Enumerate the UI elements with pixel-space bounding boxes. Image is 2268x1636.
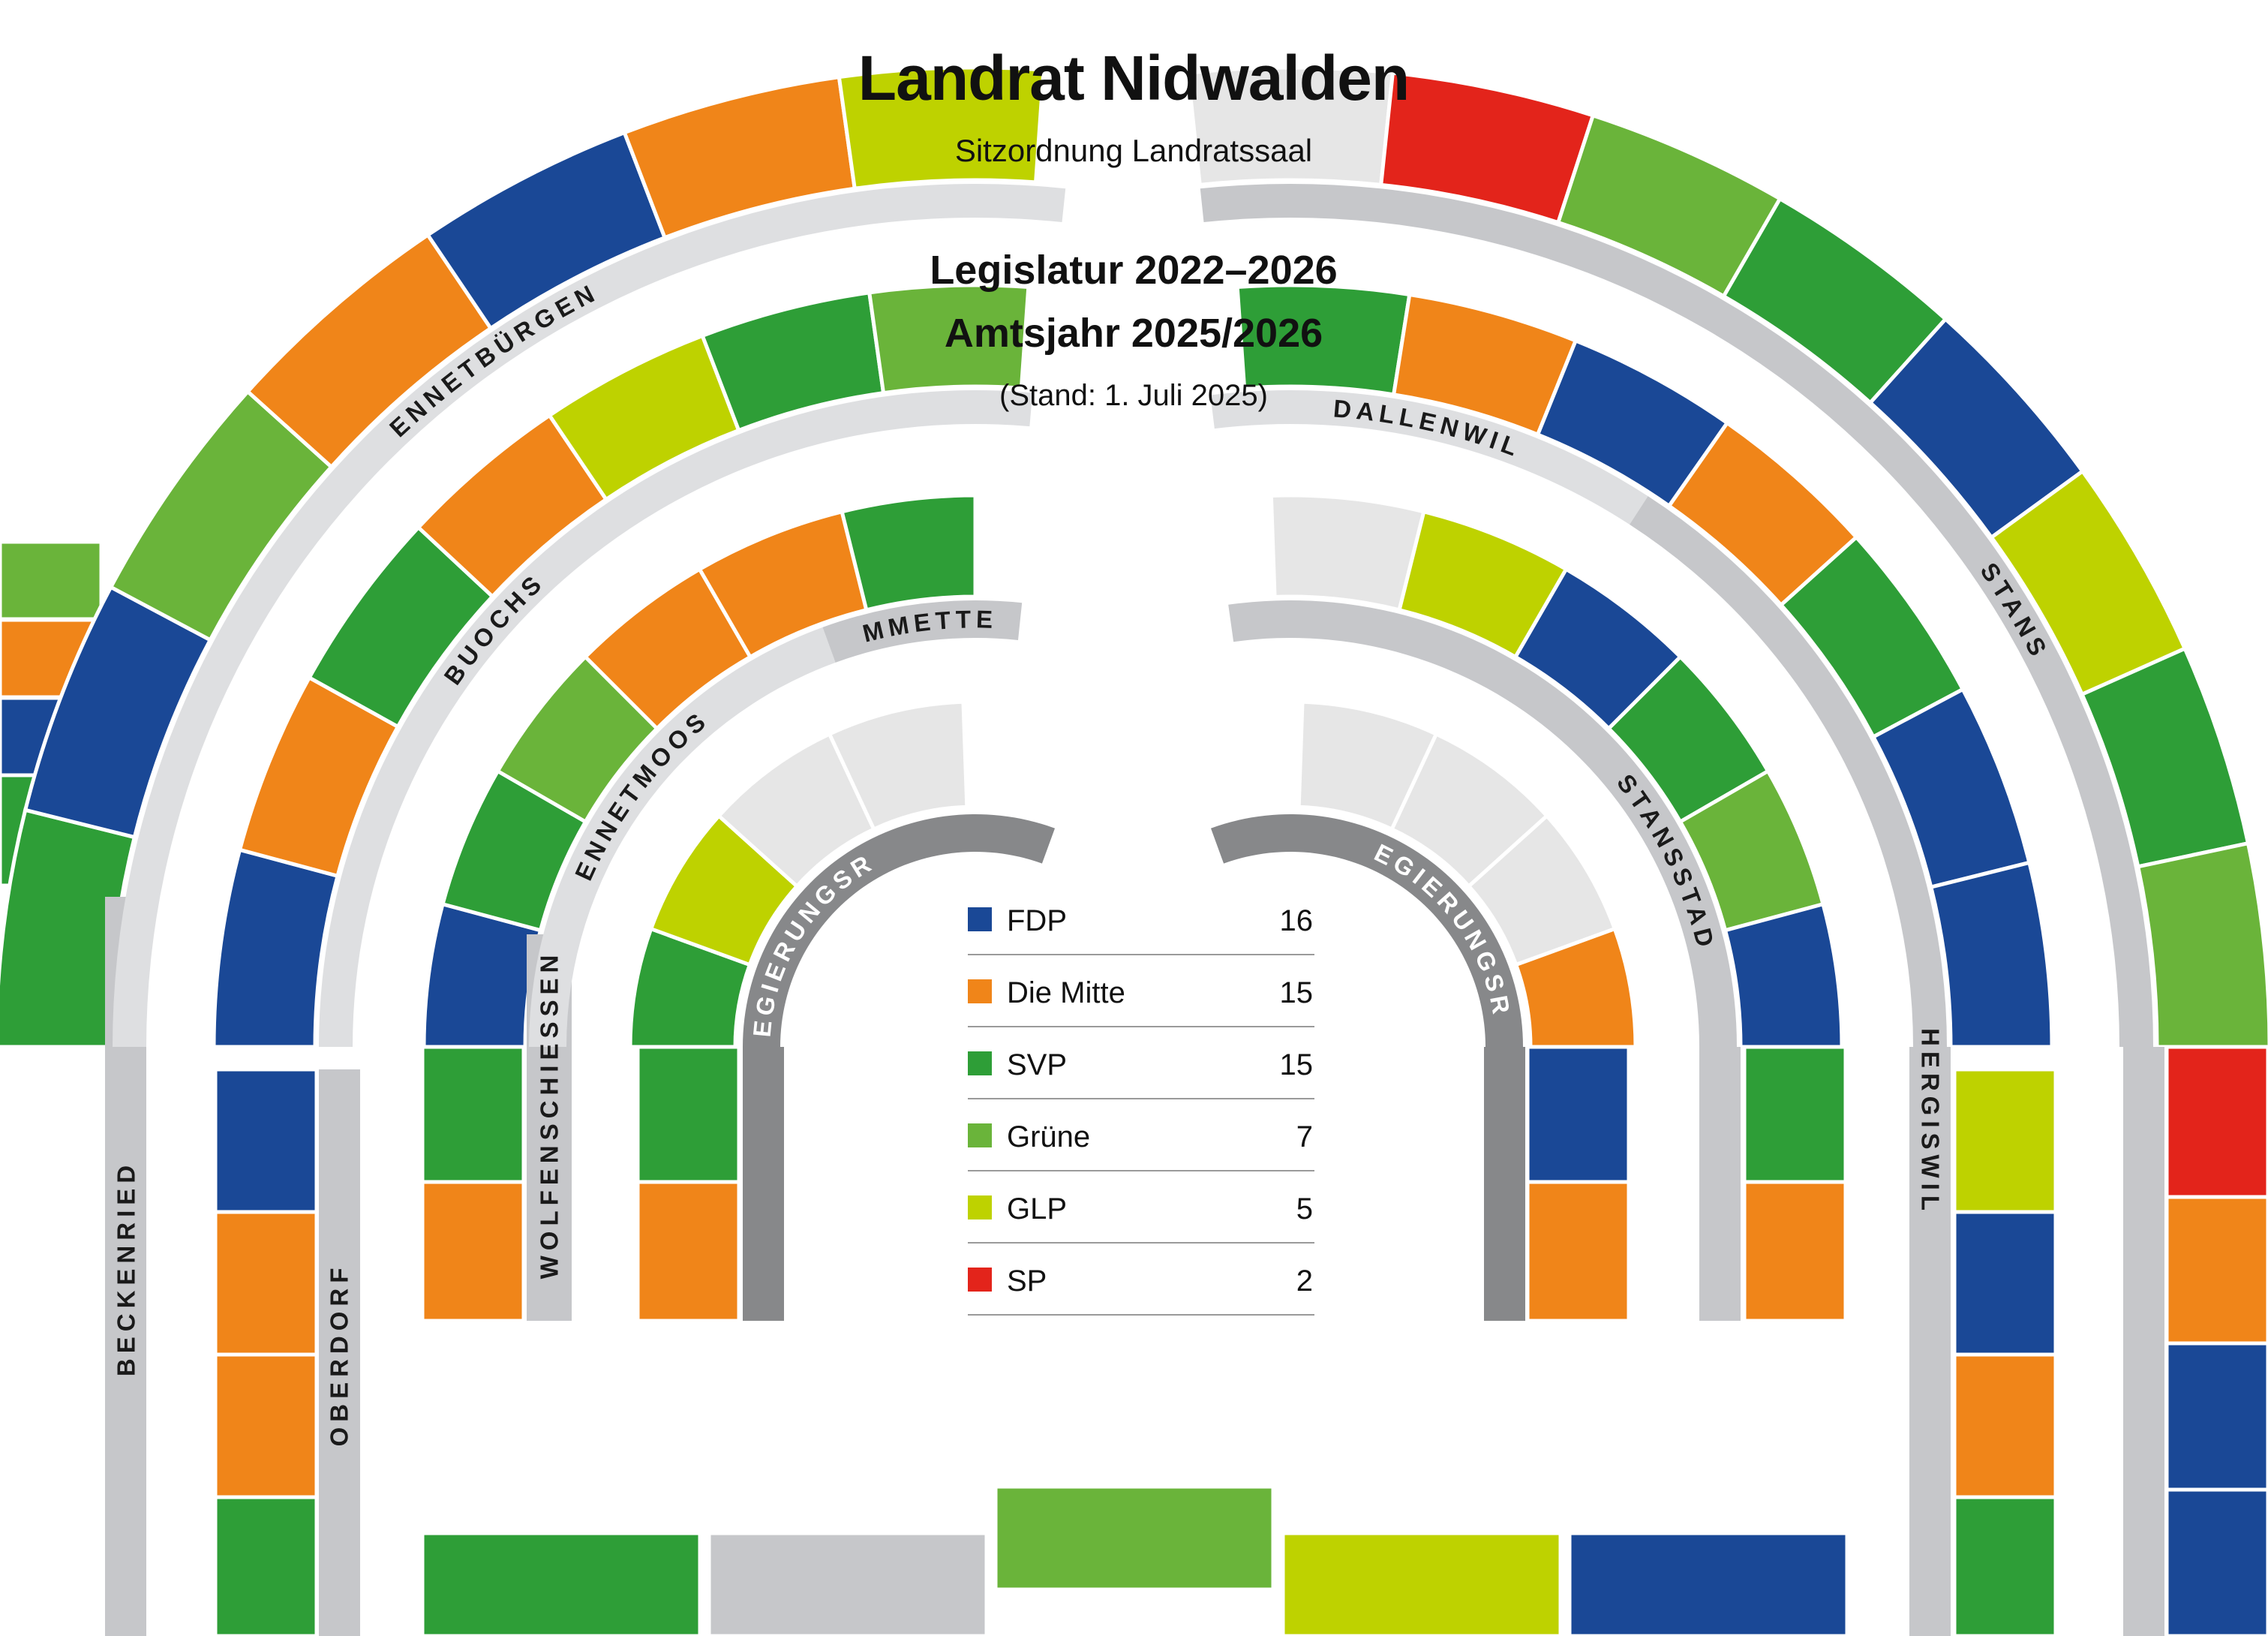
legend-label-sp: SP: [1007, 1265, 1047, 1298]
seat-svp[interactable]: [1742, 1045, 1848, 1184]
legend-label-svp: SVP: [1007, 1048, 1067, 1081]
seat-fdp[interactable]: [212, 847, 341, 1049]
seat-empty-gray[interactable]: [707, 1531, 989, 1636]
legend-swatch-die-mitte: [968, 979, 992, 1003]
seat-gruene[interactable]: [2135, 841, 2268, 1049]
oberdorf-bench: [319, 1069, 360, 1636]
regierungsrat-left-bench: [743, 814, 1056, 1047]
seat-glp[interactable]: [1281, 1531, 1563, 1636]
seat-die-mitte[interactable]: [1525, 1180, 1631, 1323]
seat-svp[interactable]: [1952, 1495, 2058, 1636]
legend-count-fdp: 16: [1280, 904, 1314, 937]
regierungsrat-right-bench: [1210, 814, 1523, 1047]
bands-layer: [105, 183, 2164, 1636]
seat-svp[interactable]: [213, 1495, 319, 1636]
seat-die-mitte[interactable]: [213, 1210, 319, 1357]
seat-die-mitte[interactable]: [2164, 1195, 2268, 1346]
seat-empty[interactable]: [827, 699, 969, 832]
regierungsrat-right-bench-straight: [1484, 1047, 1525, 1321]
legend-count-glp: 5: [1296, 1192, 1313, 1225]
legend-label-glp: GLP: [1007, 1192, 1067, 1225]
emmetten-bench: [822, 600, 1023, 663]
seat-sp[interactable]: [2164, 1045, 2268, 1199]
seat-die-mitte[interactable]: [420, 1180, 526, 1323]
seat-fdp[interactable]: [1567, 1531, 1849, 1636]
seats-layer: [0, 65, 2268, 1636]
municipality-label-wolfenschiessen: WOLFENSCHIESSEN: [536, 950, 563, 1280]
amtsjahr-heading: Amtsjahr 2025/2026: [945, 311, 1323, 356]
seat-die-mitte[interactable]: [1952, 1352, 2058, 1499]
hergiswil-bench-straight: [1909, 1047, 1951, 1636]
stansstad-bench-straight: [1699, 1047, 1741, 1321]
legend-swatch-glp: [968, 1195, 992, 1219]
seat-glp[interactable]: [837, 65, 1046, 191]
legend-count-die-mitte: 15: [1280, 976, 1314, 1009]
seat-svp[interactable]: [420, 1531, 702, 1636]
party-legend: FDP 16 Die Mitte 15 SVP 15 Grüne 7 GLP 5…: [968, 904, 1314, 1316]
legislatur-heading: Legislatur 2022–2026: [930, 248, 1337, 293]
ennetmoos-bench: [529, 627, 836, 1047]
seat-svp[interactable]: [420, 1045, 526, 1184]
page-title: Landrat Nidwalden: [858, 43, 1409, 113]
seat-fdp[interactable]: [213, 1067, 319, 1214]
legend-count-svp: 15: [1280, 1048, 1314, 1081]
seat-empty[interactable]: [1269, 493, 1426, 612]
seat-fdp[interactable]: [1525, 1045, 1631, 1184]
legend-label-die-mitte: Die Mitte: [1007, 976, 1125, 1009]
municipality-label-hergiswil: HERGISWIL: [1917, 1028, 1945, 1216]
seat-glp[interactable]: [1952, 1067, 2058, 1214]
legend-count-gruene: 7: [1296, 1120, 1313, 1153]
regierungsrat-left-bench-straight: [743, 1047, 784, 1321]
legend-label-fdp: FDP: [1007, 904, 1067, 937]
page-subtitle: Sitzordnung Landratssaal: [955, 133, 1312, 168]
seat-fdp[interactable]: [1928, 860, 2054, 1049]
seat-die-mitte[interactable]: [635, 1180, 741, 1323]
seat-fdp[interactable]: [2164, 1487, 2268, 1636]
legend-swatch-gruene: [968, 1123, 992, 1147]
stansstad-bench: [1228, 600, 1737, 1047]
legend-swatch-fdp: [968, 907, 992, 931]
legend-swatch-sp: [968, 1268, 992, 1292]
legend-swatch-svp: [968, 1051, 992, 1075]
seat-svp[interactable]: [840, 493, 978, 612]
seat-gruene[interactable]: [867, 283, 1031, 395]
seat-fdp[interactable]: [1952, 1210, 2058, 1357]
seat-gruene[interactable]: [0, 540, 104, 621]
seat-fdp[interactable]: [1723, 901, 1844, 1049]
municipality-label-beckenried: BECKENRIED: [113, 1160, 140, 1376]
dallenwil-bench: [1210, 390, 1648, 525]
seat-svp[interactable]: [635, 1045, 741, 1184]
seat-die-mitte[interactable]: [1742, 1180, 1848, 1323]
seat-gruene[interactable]: [993, 1484, 1275, 1592]
legend-count-sp: 2: [1296, 1265, 1313, 1298]
hergiswil-bench: [1630, 496, 1947, 1047]
stans-bench-straight: [2123, 1047, 2164, 1636]
legend-label-gruene: Grüne: [1007, 1120, 1090, 1153]
stand-date: (Stand: 1. Juli 2025): [999, 379, 1268, 412]
seat-die-mitte[interactable]: [213, 1352, 319, 1499]
municipality-label-oberdorf: OBERDORF: [326, 1263, 353, 1447]
seat-fdp[interactable]: [2164, 1341, 2268, 1492]
